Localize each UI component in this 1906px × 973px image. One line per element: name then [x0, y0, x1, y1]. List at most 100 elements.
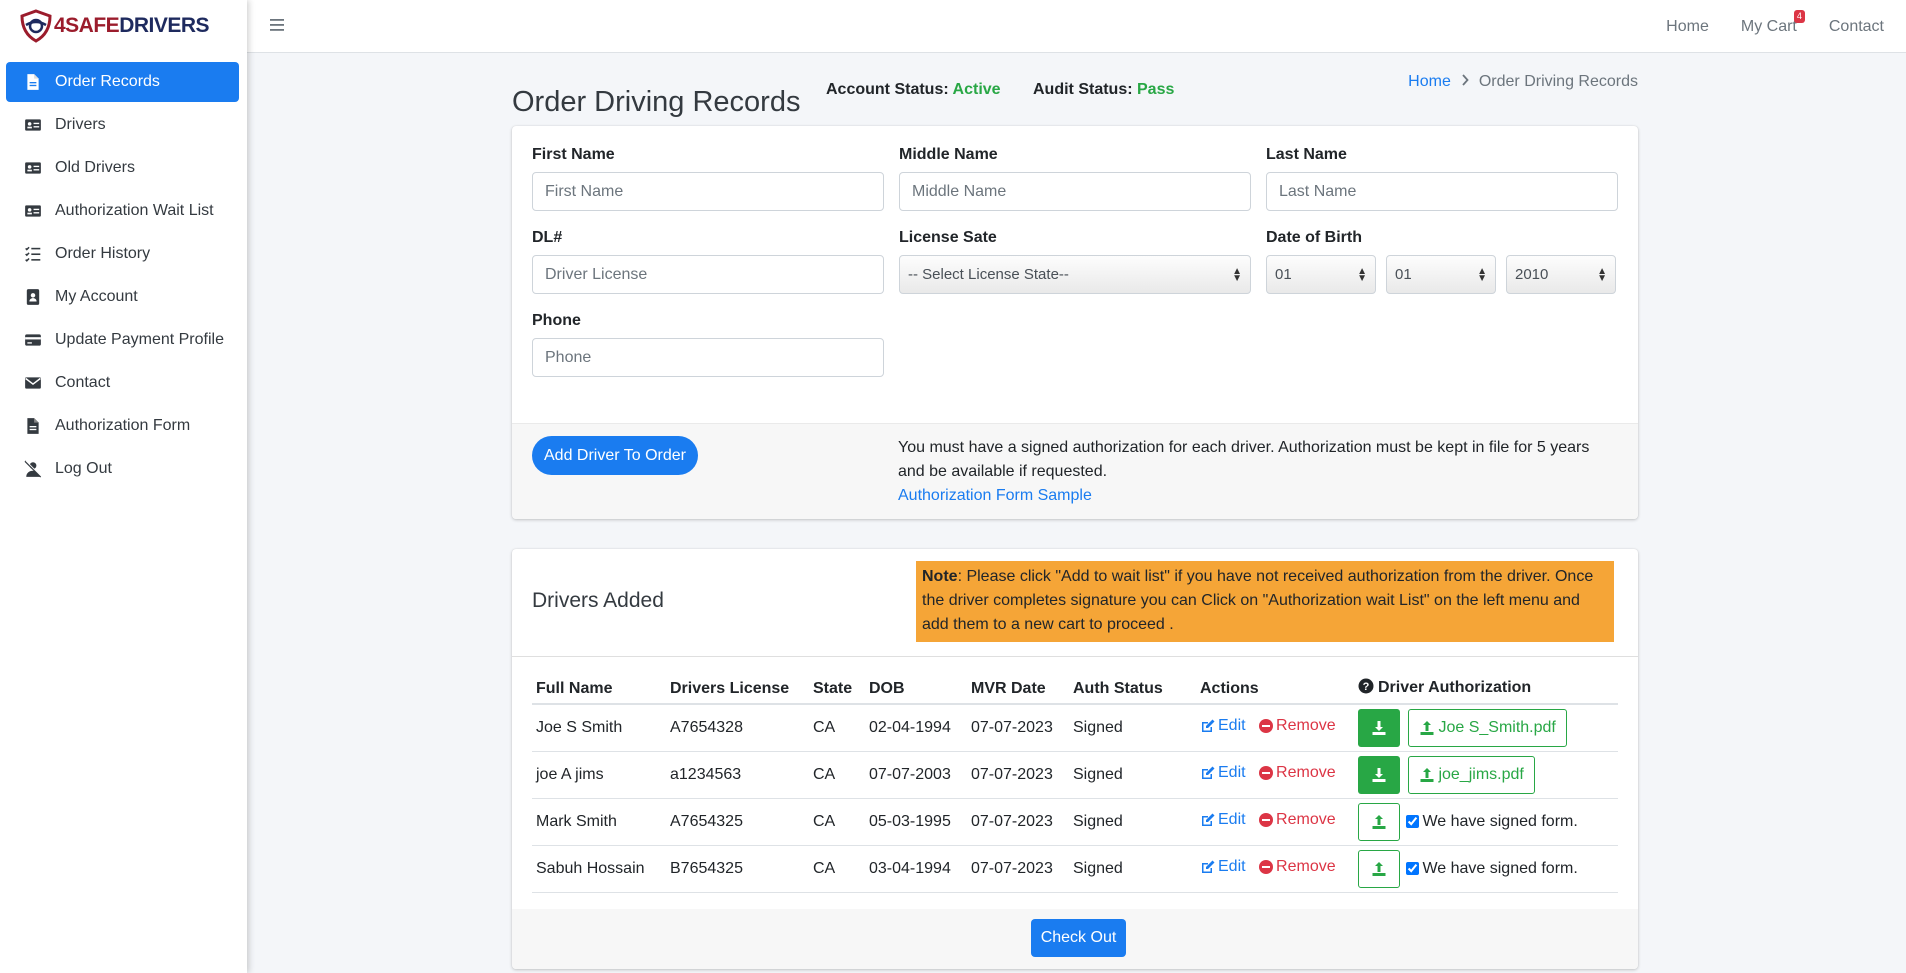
edit-icon — [1202, 719, 1215, 732]
last-name-input[interactable] — [1266, 172, 1618, 211]
drivers-added-title: Drivers Added — [532, 589, 664, 612]
remove-button[interactable]: Remove — [1258, 858, 1336, 876]
brand-text-part2: DRIVERS — [119, 14, 210, 37]
cell-dob: 03-04-1994 — [865, 845, 967, 893]
col-driver-authorization-label: Driver Authorization — [1378, 679, 1532, 696]
upload-authorization-button[interactable] — [1358, 849, 1400, 888]
cell-full-name: Mark Smith — [532, 798, 666, 846]
cell-full-name: Sabuh Hossain — [532, 845, 666, 893]
first-name-input[interactable] — [532, 172, 884, 211]
sidebar-item-label: Order History — [55, 245, 151, 262]
edit-button[interactable]: Edit — [1200, 811, 1246, 829]
sidebar-item-drivers[interactable]: Drivers — [6, 105, 239, 145]
authorization-form-sample-link[interactable]: Authorization Form Sample — [898, 487, 1092, 504]
edit-button[interactable]: Edit — [1200, 764, 1246, 782]
table-row: joe A jims a1234563 CA 07-07-2003 07-07-… — [532, 751, 1618, 799]
list-check-icon — [23, 244, 43, 264]
cell-mvr-date: 07-07-2023 — [967, 845, 1069, 893]
cell-state: CA — [809, 798, 865, 846]
sidebar-item-update-payment-profile[interactable]: Update Payment Profile — [6, 320, 239, 360]
brand-text-part1: 4SAFE — [54, 14, 120, 37]
driver-license-input[interactable] — [532, 255, 884, 294]
cell-actions: Edit Remove — [1196, 798, 1354, 846]
license-state-select[interactable]: -- Select License State-- ▲ ▼ — [899, 255, 1251, 294]
edit-button[interactable]: Edit — [1200, 717, 1246, 735]
hamburger-menu-icon[interactable] — [269, 14, 289, 36]
signed-form-checkbox[interactable]: We have signed form. — [1406, 860, 1578, 878]
remove-button[interactable]: Remove — [1258, 764, 1336, 782]
upload-authorization-file-button[interactable]: joe_jims.pdf — [1408, 755, 1535, 794]
top-link-my-cart[interactable]: My Cart 4 — [1741, 9, 1805, 36]
edit-label: Edit — [1218, 763, 1246, 781]
authorization-file-name: Joe S_Smith.pdf — [1438, 718, 1556, 736]
file-icon — [23, 72, 43, 92]
dob-month-select[interactable]: 01 ▲ ▼ — [1266, 255, 1376, 294]
cell-drivers-license: A7654325 — [666, 798, 809, 846]
table-row: Mark Smith A7654325 CA 05-03-1995 07-07-… — [532, 798, 1618, 846]
minus-circle-icon — [1259, 765, 1274, 780]
sidebar-item-my-account[interactable]: My Account — [6, 277, 239, 317]
add-driver-button[interactable]: Add Driver To Order — [532, 436, 698, 475]
select-arrows-icon: ▲ ▼ — [1232, 265, 1242, 284]
phone-group: Phone — [532, 312, 884, 377]
sidebar-item-authorization-wait-list[interactable]: Authorization Wait List — [6, 191, 239, 231]
sidebar-item-order-history[interactable]: Order History — [6, 234, 239, 274]
sidebar-item-log-out[interactable]: Log Out — [6, 449, 239, 489]
middle-name-input[interactable] — [899, 172, 1251, 211]
sidebar-item-contact[interactable]: Contact — [6, 363, 239, 403]
upload-authorization-button[interactable] — [1358, 802, 1400, 841]
remove-button[interactable]: Remove — [1258, 717, 1336, 735]
question-circle-icon: ? — [1358, 678, 1374, 699]
signed-form-checkbox-input[interactable] — [1406, 815, 1420, 828]
cell-mvr-date: 07-07-2023 — [967, 751, 1069, 799]
form-row-names: First Name Middle Name Last Name — [532, 146, 1618, 211]
sidebar-item-order-records[interactable]: Order Records — [6, 62, 239, 102]
select-arrows-icon: ▲ ▼ — [1477, 265, 1487, 284]
brand[interactable]: 4SAFE DRIVERS — [0, 0, 247, 52]
cell-driver-authorization: Joe S_Smith.pdf — [1354, 704, 1618, 752]
cell-state: CA — [809, 704, 865, 752]
download-authorization-button[interactable] — [1358, 708, 1400, 747]
dob-label: Date of Birth — [1266, 229, 1362, 246]
signed-form-checkbox-input[interactable] — [1406, 862, 1420, 875]
cell-driver-authorization: joe_jims.pdf — [1354, 751, 1618, 799]
audit-status: Audit Status: Pass — [1033, 81, 1174, 99]
top-link-contact[interactable]: Contact — [1828, 17, 1884, 35]
form-footer: Add Driver To Order You must have a sign… — [512, 423, 1638, 519]
middle-name-group: Middle Name — [899, 146, 1251, 211]
account-status: Account Status: Active — [826, 81, 1001, 99]
drivers-card-footer: Check Out — [512, 909, 1638, 969]
first-name-group: First Name — [532, 146, 884, 211]
sidebar-item-authorization-form[interactable]: Authorization Form — [6, 406, 239, 446]
chevron-right-icon — [1461, 73, 1469, 91]
top-link-home[interactable]: Home — [1666, 17, 1709, 35]
remove-label: Remove — [1276, 716, 1336, 734]
dob-day-select[interactable]: 01 ▲ ▼ — [1386, 255, 1496, 294]
dob-selects: 01 ▲ ▼ 01 ▲ ▼ 2010 ▲ ▼ — [1266, 255, 1618, 294]
cell-state: CA — [809, 845, 865, 893]
sidebar-item-label: Contact — [55, 374, 111, 391]
dob-month-value: 01 — [1275, 266, 1292, 283]
col-driver-authorization: ? Driver Authorization — [1354, 674, 1618, 705]
file-icon — [23, 416, 43, 436]
sidebar-item-old-drivers[interactable]: Old Drivers — [6, 148, 239, 188]
license-state-label: License Sate — [899, 229, 997, 246]
account-status-label: Account Status: — [826, 81, 949, 98]
download-authorization-button[interactable] — [1358, 755, 1400, 794]
main-content: Order Driving Records Account Status: Ac… — [512, 53, 1638, 969]
signed-form-checkbox[interactable]: We have signed form. — [1406, 812, 1578, 831]
cell-state: CA — [809, 751, 865, 799]
first-name-label: First Name — [532, 146, 615, 163]
dob-year-select[interactable]: 2010 ▲ ▼ — [1506, 255, 1616, 294]
edit-icon — [1202, 766, 1215, 779]
cell-actions: Edit Remove — [1196, 845, 1354, 893]
brand-logo: 4SAFE DRIVERS — [54, 14, 210, 38]
check-out-button[interactable]: Check Out — [1031, 919, 1126, 957]
upload-authorization-file-button[interactable]: Joe S_Smith.pdf — [1408, 708, 1567, 747]
signed-form-label: We have signed form. — [1422, 812, 1578, 830]
phone-input[interactable] — [532, 338, 884, 377]
edit-button[interactable]: Edit — [1200, 858, 1246, 876]
breadcrumb-home-link[interactable]: Home — [1408, 73, 1451, 90]
top-navbar: Home My Cart 4 Contact — [247, 0, 1906, 53]
remove-button[interactable]: Remove — [1258, 811, 1336, 829]
